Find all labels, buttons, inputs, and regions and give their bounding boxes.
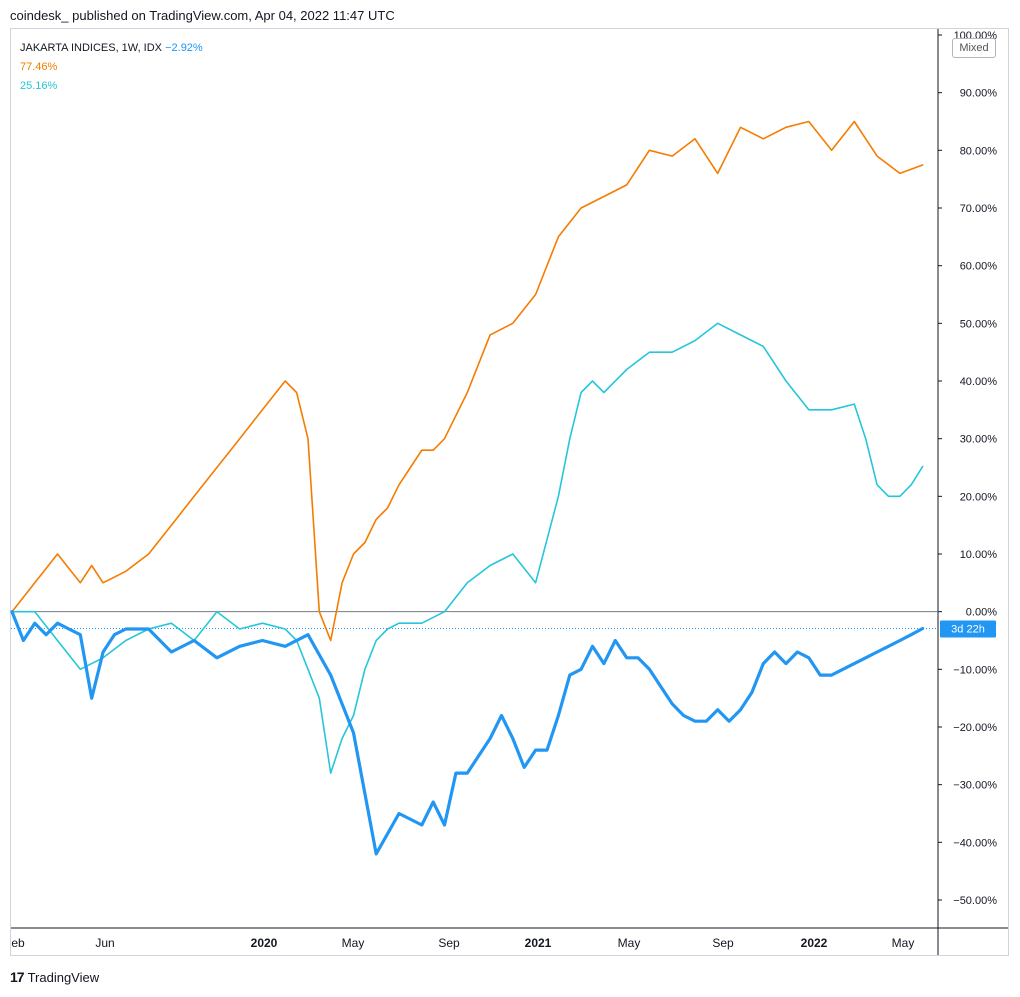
x-tick-label: eb	[11, 936, 25, 950]
tradingview-logo-icon: 17	[10, 969, 25, 985]
y-tick-label: 80.00%	[960, 145, 998, 157]
x-tick-label: May	[342, 936, 365, 950]
legend-compare2-row[interactable]: 25.16%	[20, 77, 203, 96]
y-tick-label: 70.00%	[960, 203, 998, 215]
y-tick-label: 20.00%	[960, 491, 998, 503]
y-tick-label: −40.00%	[953, 837, 997, 849]
series-line-compare1	[11, 120, 924, 642]
legend-main-change: −2.92%	[165, 42, 203, 54]
x-tick-label: Jun	[95, 936, 114, 950]
x-tick-label: 2021	[525, 936, 552, 950]
y-tick-label: −10.00%	[953, 664, 997, 676]
x-tick-label: 2022	[801, 936, 828, 950]
y-tick-label: 10.00%	[960, 549, 998, 561]
y-tick-label: 0.00%	[966, 607, 997, 619]
legend-main-row[interactable]: JAKARTA INDICES, 1W, IDX −2.92%	[20, 39, 203, 58]
chart-frame	[10, 28, 1009, 956]
x-tick-label: May	[618, 936, 641, 950]
chart-legend: JAKARTA INDICES, 1W, IDX −2.92% 77.46% 2…	[20, 39, 203, 96]
y-tick-label: 50.00%	[960, 318, 998, 330]
x-tick-label: Sep	[712, 936, 734, 950]
y-tick-label: 40.00%	[960, 376, 998, 388]
series-line-compare2	[11, 322, 924, 774]
y-tick-label: −30.00%	[953, 780, 997, 792]
published-by-header: coindesk_ published on TradingView.com, …	[10, 8, 395, 23]
scale-mode-button[interactable]: Mixed	[952, 38, 996, 58]
x-tick-label: May	[892, 936, 915, 950]
footer-branding: 17 TradingView	[10, 969, 99, 985]
y-tick-label: 30.00%	[960, 434, 998, 446]
x-tick-label: Sep	[438, 936, 460, 950]
y-tick-label: −50.00%	[953, 895, 997, 907]
y-tick-label: 60.00%	[960, 261, 998, 273]
series-line-main	[10, 610, 925, 856]
legend-compare2-value: 25.16%	[20, 80, 58, 92]
last-value-badge	[940, 620, 996, 638]
legend-main-symbol: JAKARTA INDICES, 1W, IDX	[20, 42, 163, 54]
legend-compare1-value: 77.46%	[20, 61, 58, 73]
last-value-label: 3d 22h	[951, 624, 985, 636]
tradingview-brand: TradingView	[27, 969, 100, 985]
y-tick-label: −20.00%	[953, 722, 997, 734]
y-tick-label: 90.00%	[960, 88, 998, 100]
legend-compare1-row[interactable]: 77.46%	[20, 58, 203, 77]
x-tick-label: 2020	[251, 936, 278, 950]
